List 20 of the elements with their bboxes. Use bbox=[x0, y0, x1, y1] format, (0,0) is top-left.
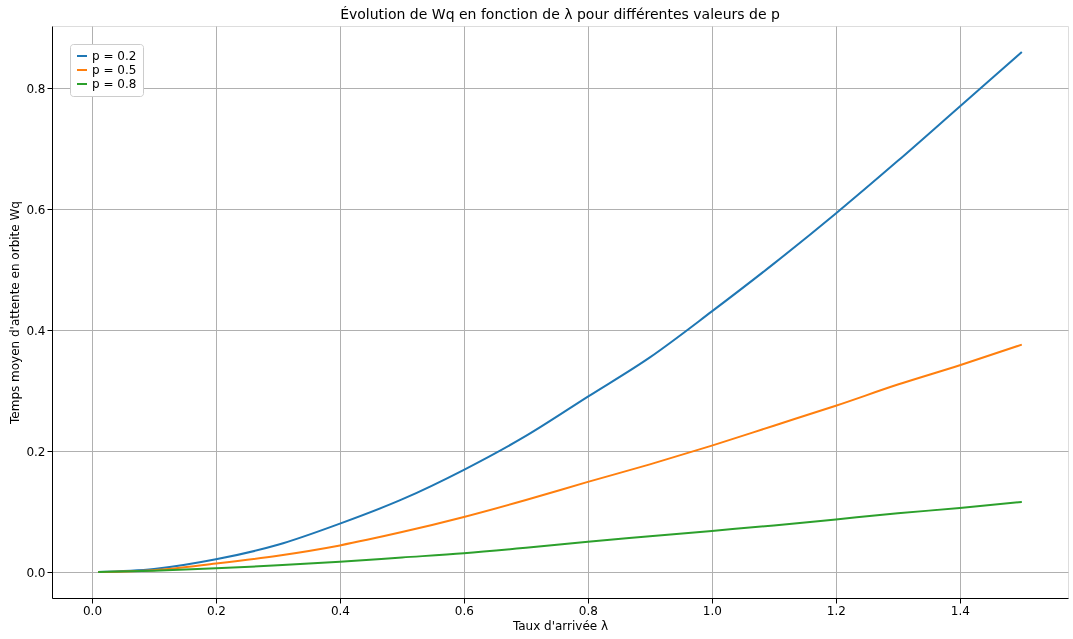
x-tick-label: 0.8 bbox=[578, 603, 598, 618]
x-axis-title: Taux d'arrivée λ bbox=[511, 618, 609, 633]
x-tick-label: 1.2 bbox=[826, 603, 846, 618]
x-tick-label: 1.4 bbox=[950, 603, 970, 618]
y-tick-label: 0.6 bbox=[26, 202, 46, 217]
y-tick-label: 0.8 bbox=[26, 81, 46, 96]
y-axis-title: Temps moyen d'attente en orbite Wq bbox=[8, 201, 23, 425]
legend-label: p = 0.8 bbox=[92, 77, 137, 91]
legend-label: p = 0.2 bbox=[92, 49, 137, 63]
y-tick-label: 0.4 bbox=[26, 323, 46, 338]
x-tick-label: 0.6 bbox=[454, 603, 474, 618]
y-tick-label: 0.0 bbox=[26, 565, 46, 580]
y-tick-label: 0.2 bbox=[26, 444, 46, 459]
legend-label: p = 0.5 bbox=[92, 63, 137, 77]
x-tick-label: 0.4 bbox=[330, 603, 350, 618]
x-tick-label: 0.2 bbox=[206, 603, 227, 618]
chart-title: Évolution de Wq en fonction de λ pour différentes valeurs de p bbox=[340, 6, 780, 22]
x-tick-label: 0.0 bbox=[82, 603, 103, 618]
line-series bbox=[97, 500, 1023, 573]
x-tick-label: 1.0 bbox=[702, 603, 722, 618]
